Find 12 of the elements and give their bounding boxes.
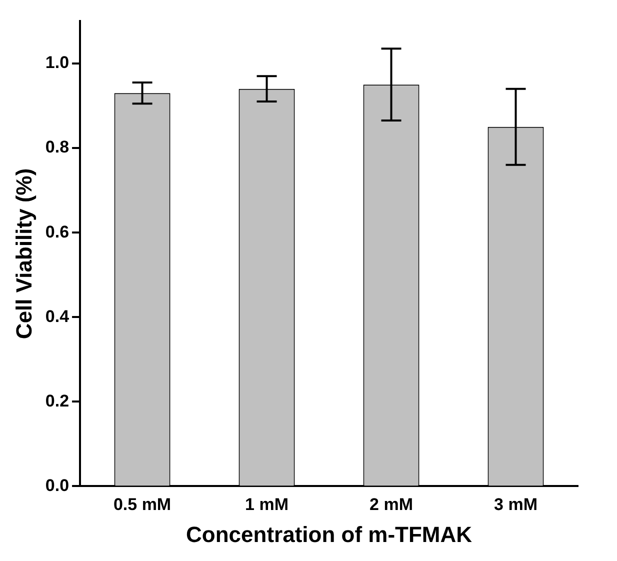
y-tick-label: 0.2 (45, 391, 70, 410)
y-tick-label: 0.6 (45, 222, 70, 242)
x-tick-label: 1 mM (245, 495, 289, 514)
y-tick-label: 1.0 (45, 53, 70, 72)
y-tick-label: 0.4 (45, 306, 70, 326)
x-axis-title: Concentration of m-TFMAK (186, 522, 472, 547)
y-tick-label: 0.8 (45, 138, 70, 157)
y-tick-label: 0.0 (45, 476, 70, 495)
x-tick-label: 2 mM (370, 495, 413, 514)
x-tick-label: 3 mM (494, 495, 538, 514)
x-tick-label: 0.5 mM (113, 495, 172, 514)
y-axis-title: Cell Viability (%) (11, 168, 36, 340)
